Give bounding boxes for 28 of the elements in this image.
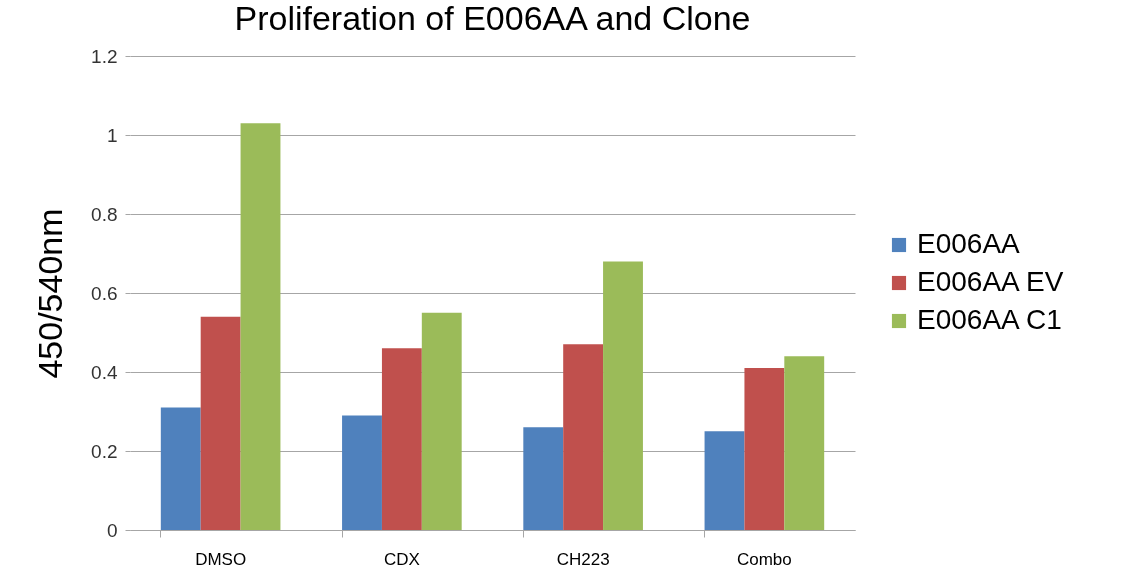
bar [784, 356, 825, 530]
y-tick-label: 0.4 [91, 361, 118, 383]
y-axis-title: 450/540nm [31, 208, 70, 379]
chart-title: Proliferation of E006AA and Clone [234, 0, 751, 37]
bar [160, 407, 201, 530]
y-tick-label: 0.2 [91, 440, 118, 462]
bar [563, 344, 604, 530]
bar [603, 261, 643, 530]
x-tick-label: CH223 [556, 549, 610, 569]
legend-label: E006AA C1 [917, 304, 1062, 335]
bar [523, 427, 564, 530]
y-tick-label: 0.8 [91, 203, 118, 225]
x-tick-label: Combo [736, 549, 792, 569]
bar [200, 316, 241, 530]
bar [240, 123, 281, 530]
legend-label: E006AA EV [917, 266, 1064, 297]
y-tick-label: 1 [106, 124, 118, 146]
legend-label: E006AA [917, 228, 1021, 259]
bar [421, 312, 462, 530]
bar [381, 348, 422, 530]
x-tick-label: CDX [383, 549, 420, 569]
bar [704, 431, 745, 530]
x-tick-label: DMSO [195, 549, 247, 569]
y-tick-label: 0.6 [91, 282, 118, 304]
bar [744, 368, 785, 530]
y-tick-label: 0 [106, 519, 118, 541]
y-tick-label: 1.2 [91, 45, 118, 67]
bar [342, 415, 382, 530]
